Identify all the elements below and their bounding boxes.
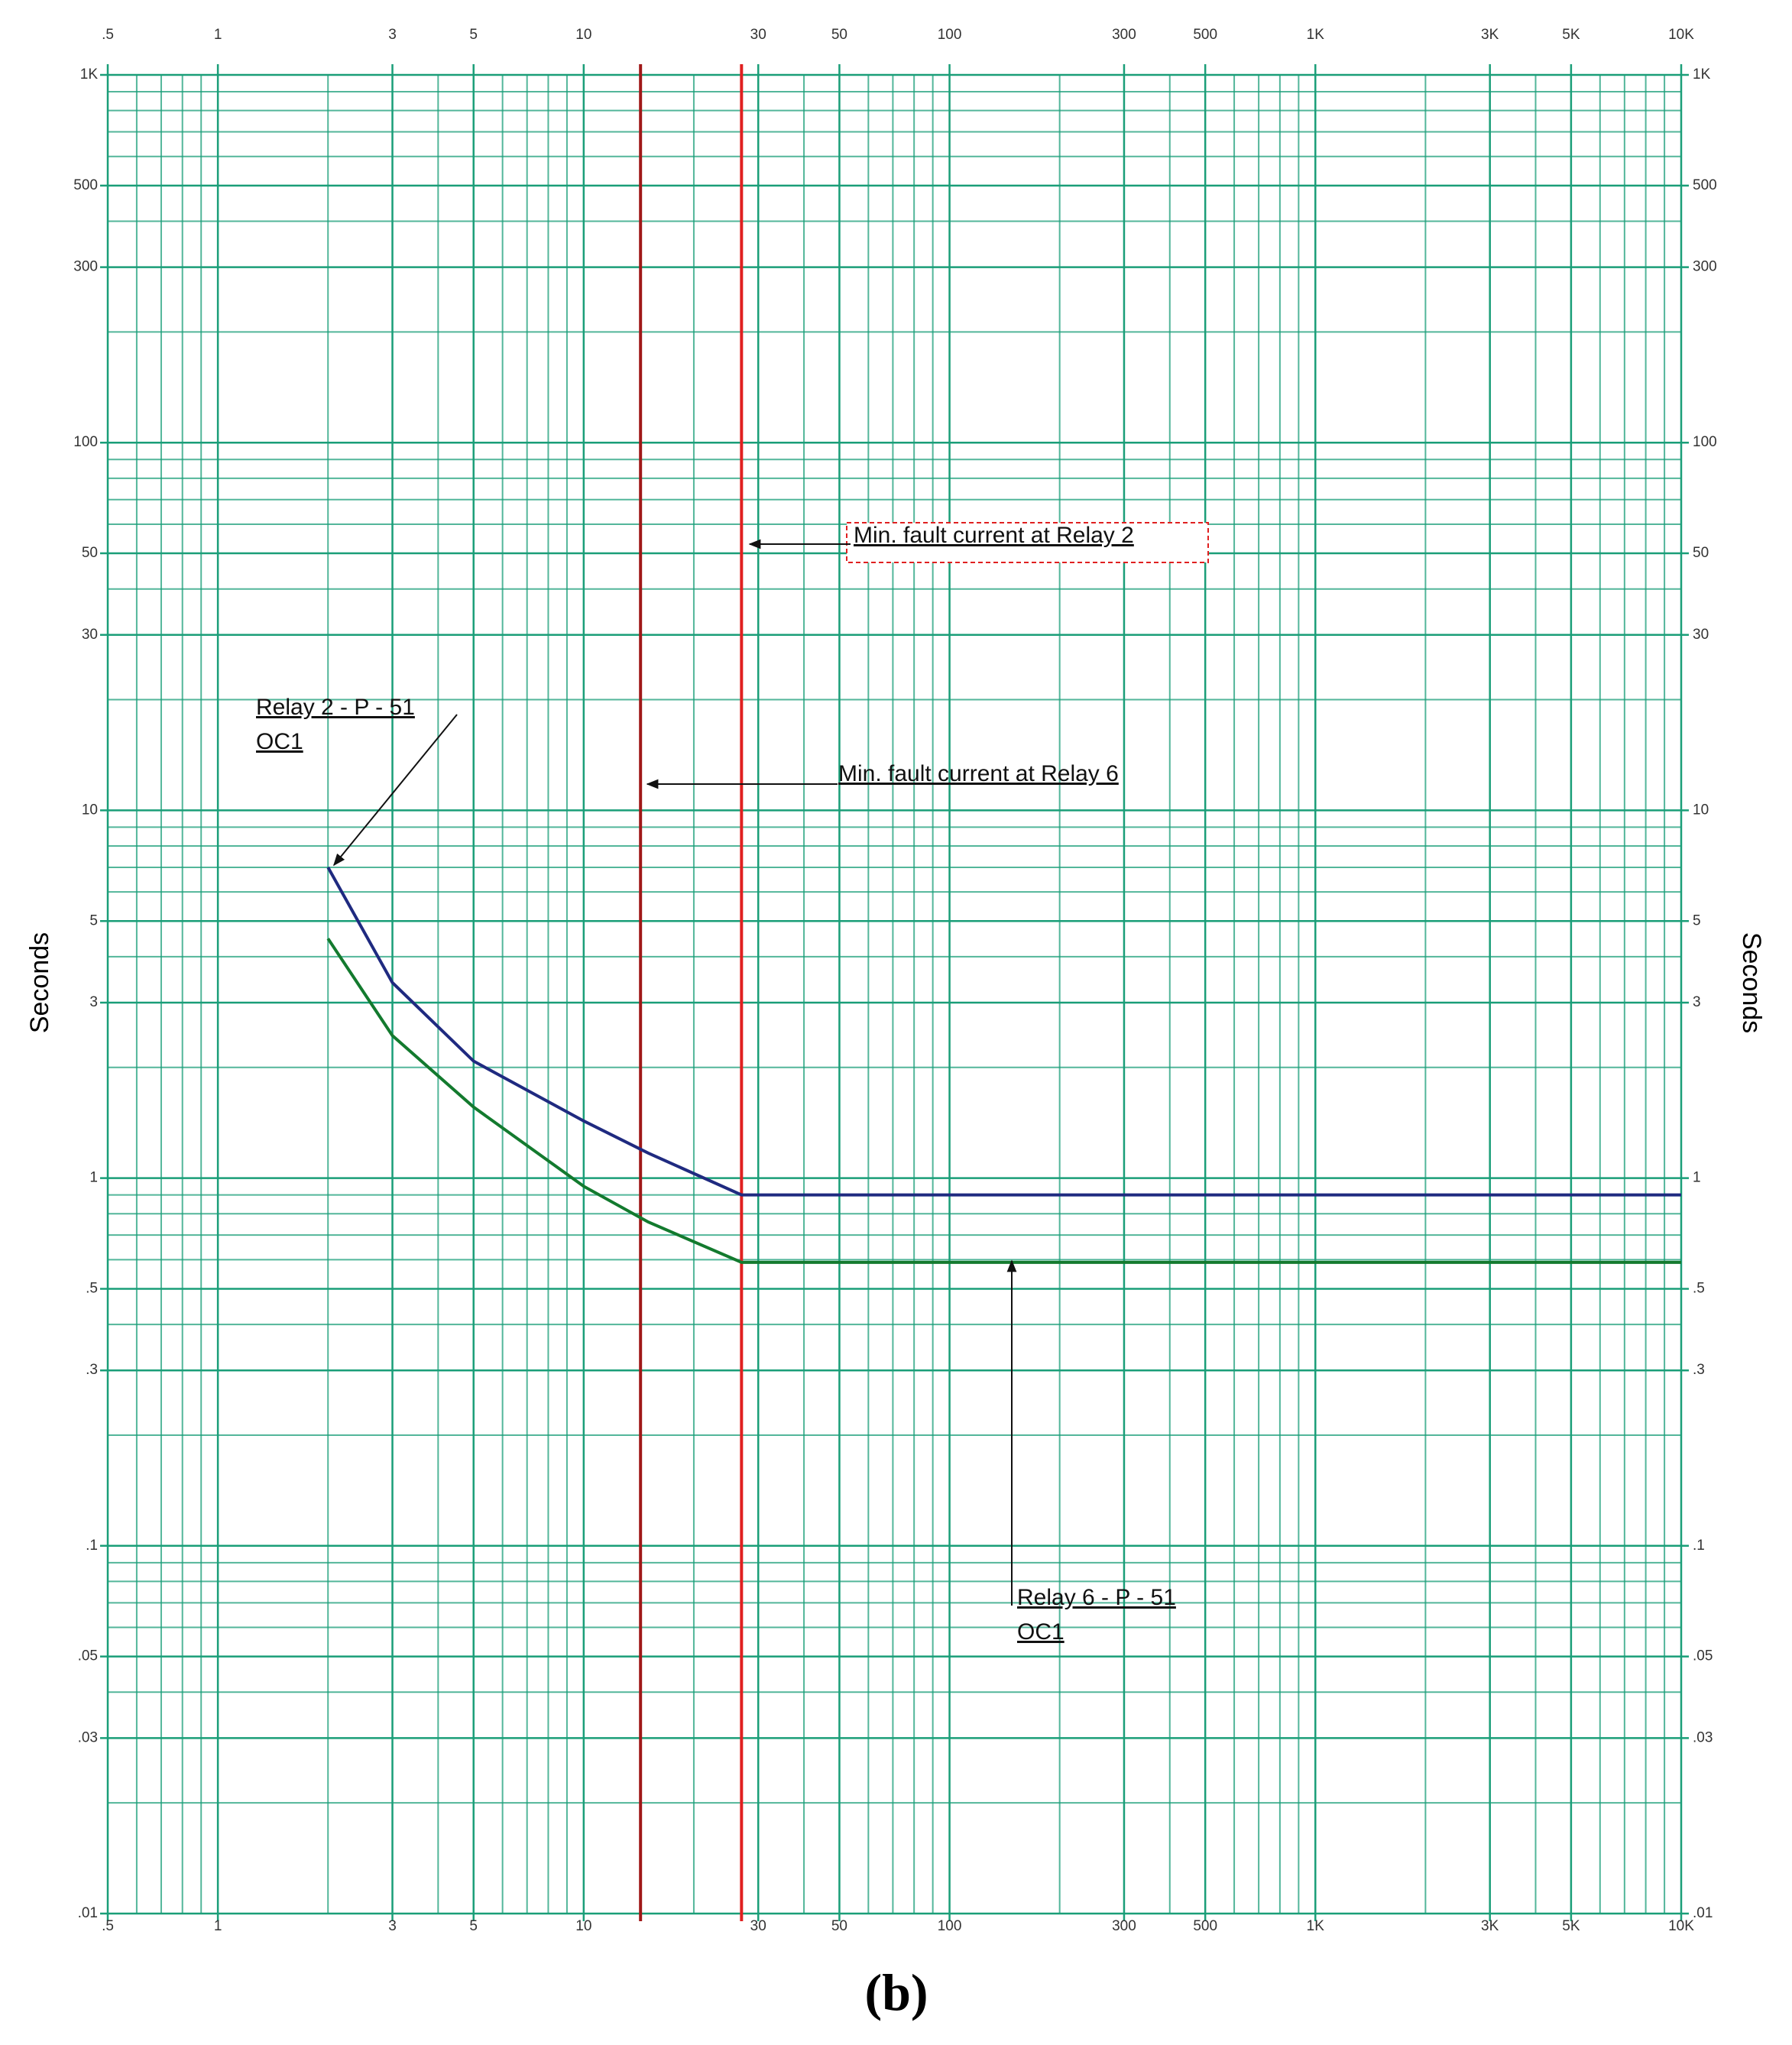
y-tick-label: .5 [86, 1280, 98, 1296]
x-tick-label: 5 [469, 27, 478, 43]
y-tick-label: 1K [80, 66, 99, 83]
x-tick-label: 500 [1193, 27, 1217, 43]
y-tick-label: 100 [73, 434, 98, 450]
x-tick-label: 100 [938, 27, 962, 43]
y-tick-label: 500 [73, 177, 98, 193]
x-tick-label: 1K [1307, 27, 1325, 43]
x-tick-label: 1K [1307, 1918, 1325, 1934]
y-tick-label: .5 [1693, 1280, 1705, 1296]
x-tick-label: 5 [469, 1918, 478, 1934]
y-tick-label: .3 [86, 1362, 98, 1378]
y-tick-label: 10 [1693, 802, 1709, 818]
caption: (b) [864, 1963, 928, 2021]
x-tick-label: 5K [1562, 1918, 1580, 1934]
x-tick-label: 100 [938, 1918, 962, 1934]
y-tick-label: .01 [1693, 1905, 1713, 1921]
x-tick-label: 300 [1112, 1918, 1136, 1934]
annotation: Min. fault current at Relay 2 [854, 523, 1134, 548]
x-tick-label: 3K [1481, 1918, 1499, 1934]
x-tick-label: 300 [1112, 27, 1136, 43]
relay-curve [326, 866, 1681, 1197]
y-tick-label: 30 [1693, 627, 1709, 643]
x-tick-label: 3 [388, 1918, 397, 1934]
x-tick-label: 3K [1481, 27, 1499, 43]
annotation: Relay 2 - P - 51 [256, 695, 415, 720]
y-tick-label: 3 [89, 994, 98, 1010]
x-tick-label: 1 [214, 27, 222, 43]
y-tick-label: 300 [1693, 259, 1717, 275]
y-tick-label: 3 [1693, 994, 1701, 1010]
y-axis-label: Seconds [25, 932, 54, 1033]
y-tick-label: .01 [78, 1905, 98, 1921]
x-tick-label: 10 [575, 27, 591, 43]
x-tick-label: 3 [388, 27, 397, 43]
annotation: OC1 [1017, 1619, 1065, 1645]
y-tick-label: .05 [1693, 1648, 1713, 1664]
y-tick-label: 50 [1693, 545, 1709, 561]
y-tick-label: .1 [86, 1538, 98, 1554]
y-tick-label: 5 [89, 912, 98, 929]
y-tick-label: 10 [82, 802, 98, 818]
y2-axis-label: Seconds [1737, 932, 1766, 1033]
annotation: Relay 6 - P - 51 [1017, 1585, 1176, 1610]
y-tick-label: 500 [1693, 177, 1717, 193]
y-tick-label: 300 [73, 259, 98, 275]
x-tick-label: .5 [102, 27, 114, 43]
x-tick-label: .5 [102, 1918, 114, 1934]
annotation: OC1 [256, 729, 303, 754]
x-tick-label: 50 [831, 1918, 847, 1934]
y-tick-label: .1 [1693, 1538, 1705, 1554]
y-tick-label: 1 [89, 1170, 98, 1186]
relay-curve [326, 938, 1681, 1264]
y-tick-label: 1K [1693, 66, 1711, 83]
y-tick-label: 30 [82, 627, 98, 643]
x-tick-label: 10K [1668, 1918, 1694, 1934]
y-tick-label: .05 [78, 1648, 98, 1664]
y-tick-label: 50 [82, 545, 98, 561]
y-tick-label: 100 [1693, 434, 1717, 450]
annotation: Min. fault current at Relay 6 [838, 761, 1119, 786]
y-tick-label: .03 [78, 1729, 98, 1745]
y-tick-label: 5 [1693, 912, 1701, 929]
y-tick-label: .3 [1693, 1362, 1705, 1378]
y-tick-label: 1 [1693, 1170, 1701, 1186]
annotation-box [846, 522, 1209, 563]
x-tick-label: 30 [750, 1918, 766, 1934]
x-tick-label: 30 [750, 27, 766, 43]
x-tick-label: 10 [575, 1918, 591, 1934]
x-tick-label: 50 [831, 27, 847, 43]
annotation-arrow [332, 714, 458, 867]
x-tick-label: 1 [214, 1918, 222, 1934]
x-tick-label: 5K [1562, 27, 1580, 43]
x-tick-label: 10K [1668, 27, 1694, 43]
x-tick-label: 500 [1193, 1918, 1217, 1934]
y-tick-label: .03 [1693, 1729, 1713, 1745]
